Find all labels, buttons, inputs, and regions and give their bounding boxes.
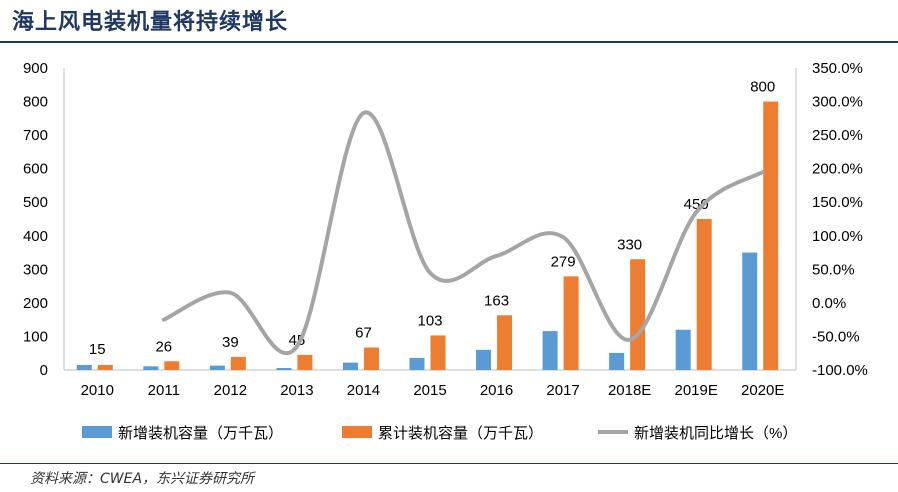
data-label: 330 [617,236,642,253]
data-label: 15 [89,341,106,358]
data-label: 279 [551,253,576,270]
bar-cumulative-capacity [630,259,646,370]
x-tick-label: 2020E [741,382,784,399]
bar-cumulative-capacity [97,364,113,370]
y-tick-label: 0 [40,362,48,379]
data-label: 163 [484,292,509,309]
legend-swatch-new [82,426,112,438]
bar-new-capacity [209,365,225,370]
y-tick-label: 500 [23,194,48,211]
legend-label-cumulative: 累计装机容量（万千瓦） [378,425,543,442]
bar-new-capacity [609,352,625,370]
bar-cumulative-capacity [763,101,779,371]
bar-cumulative-capacity [430,335,446,370]
y2-tick-label: 350.0% [812,60,863,77]
x-tick-label: 2015 [413,382,446,399]
bar-new-capacity [76,364,92,370]
x-tick-label: 2017 [546,382,579,399]
data-label: 39 [222,334,239,351]
data-label: 450 [684,196,709,213]
bar-new-capacity [476,349,492,370]
bar-cumulative-capacity [363,347,379,370]
data-label: 103 [417,312,442,329]
x-tick-label: 2011 [148,382,180,399]
y2-tick-label: 250.0% [812,127,863,144]
bar-new-capacity [542,331,558,370]
x-tick-label: 2010 [81,382,114,399]
x-tick-label: 2013 [280,382,313,399]
y2-tick-label: 150.0% [812,194,863,211]
y-tick-label: 900 [23,60,48,77]
y2-tick-label: -100.0% [812,362,868,379]
y-tick-label: 700 [23,127,48,144]
x-tick-label: 2019E [674,382,717,399]
bar-cumulative-capacity [297,354,313,370]
bar-cumulative-capacity [563,276,579,370]
data-label: 800 [750,79,775,96]
y-tick-label: 100 [23,328,48,345]
y2-tick-label: 300.0% [812,94,863,111]
bar-new-capacity [675,329,691,370]
y-tick-label: 200 [23,295,48,312]
title-divider [0,41,898,43]
x-tick-label: 2016 [480,382,513,399]
legend-swatch-cumulative [342,426,372,438]
y2-tick-label: 0.0% [812,295,846,312]
source-note: 资料来源：CWEA，东兴证券研究所 [30,471,255,487]
footer-divider [0,463,898,464]
bar-new-capacity [342,362,358,370]
legend-label-new: 新增装机容量（万千瓦） [118,425,283,442]
bar-new-capacity [742,252,758,370]
bar-new-capacity [276,367,292,370]
x-tick-label: 2014 [347,382,380,399]
y2-tick-label: 50.0% [812,261,855,278]
y2-tick-label: 100.0% [812,228,863,245]
bar-cumulative-capacity [230,356,246,370]
bar-cumulative-capacity [164,361,180,370]
growth-rate-line [161,110,765,356]
legend-label-growth: 新增装机同比增长（%） [634,425,797,442]
x-tick-label: 2018E [608,382,651,399]
y-tick-label: 800 [23,94,48,111]
y2-tick-label: 200.0% [812,161,863,178]
y2-tick-label: -50.0% [812,328,860,345]
bar-new-capacity [409,357,425,370]
y-tick-label: 300 [23,261,48,278]
data-label: 67 [355,325,372,342]
x-tick-label: 2012 [214,382,247,399]
y-tick-label: 400 [23,228,48,245]
bar-cumulative-capacity [696,219,712,370]
page-title: 海上风电装机量将持续增长 [12,10,289,35]
y-tick-label: 600 [23,161,48,178]
data-label: 26 [155,338,172,355]
bar-cumulative-capacity [497,315,513,370]
bar-new-capacity [143,366,159,370]
